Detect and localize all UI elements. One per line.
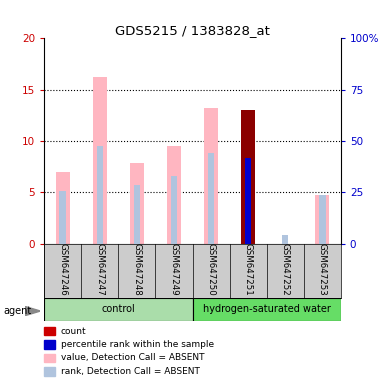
Text: GSM647246: GSM647246 — [58, 243, 67, 296]
Text: GSM647249: GSM647249 — [169, 243, 179, 296]
FancyBboxPatch shape — [44, 298, 192, 321]
Text: percentile rank within the sample: percentile rank within the sample — [61, 340, 214, 349]
Bar — [241, 110, 255, 244]
Text: hydrogen-saturated water: hydrogen-saturated water — [203, 304, 331, 314]
Text: rank, Detection Call = ABSENT: rank, Detection Call = ABSENT — [61, 367, 200, 376]
Text: GSM647247: GSM647247 — [95, 243, 104, 296]
Bar — [245, 157, 251, 244]
Text: GSM647253: GSM647253 — [318, 243, 327, 296]
Bar — [93, 78, 107, 244]
Text: GSM647252: GSM647252 — [281, 243, 290, 296]
Bar — [130, 163, 144, 244]
Bar — [167, 146, 181, 244]
Text: GSM647248: GSM647248 — [132, 243, 141, 296]
Text: control: control — [102, 304, 135, 314]
Text: count: count — [61, 326, 87, 336]
Bar — [315, 195, 329, 244]
Bar — [204, 108, 218, 244]
Bar — [282, 235, 288, 244]
Title: GDS5215 / 1383828_at: GDS5215 / 1383828_at — [115, 24, 270, 37]
Text: agent: agent — [4, 306, 32, 316]
Text: value, Detection Call = ABSENT: value, Detection Call = ABSENT — [61, 353, 204, 362]
Bar — [134, 185, 140, 244]
Polygon shape — [25, 306, 40, 316]
Bar — [97, 146, 103, 244]
Bar — [171, 176, 177, 244]
Bar — [319, 195, 326, 244]
Bar — [59, 192, 66, 244]
Bar — [56, 172, 70, 244]
Bar — [208, 154, 214, 244]
Text: GSM647251: GSM647251 — [244, 243, 253, 296]
FancyBboxPatch shape — [192, 298, 341, 321]
Text: GSM647250: GSM647250 — [206, 243, 216, 296]
